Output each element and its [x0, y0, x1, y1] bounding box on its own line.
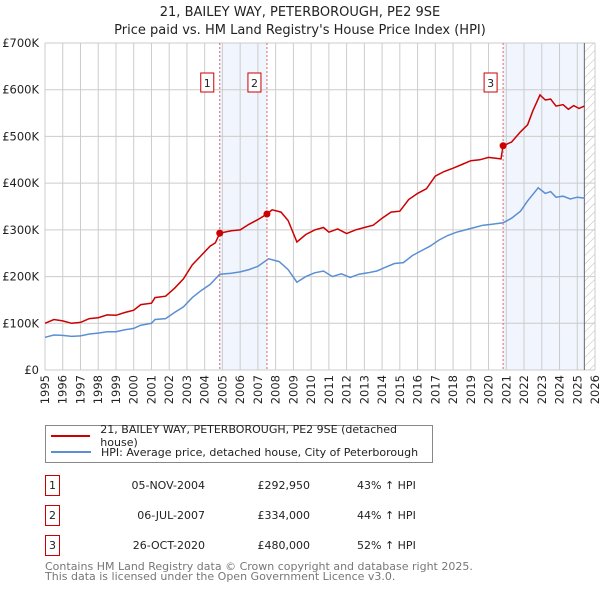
transaction-hpi: 43% ↑ HPI	[357, 479, 416, 492]
transaction-price: £480,000	[257, 539, 311, 552]
legend-item-hpi: HPI: Average price, detached house, City…	[46, 444, 418, 460]
x-tick-label: 2000	[127, 375, 141, 404]
x-tick-label: 2008	[269, 375, 283, 404]
x-tick-label: 2007	[251, 375, 265, 404]
transaction-row: 2 06-JUL-2007 £334,000 44% ↑ HPI	[45, 505, 445, 527]
x-tick-label: 1995	[38, 375, 52, 404]
transaction-marker: 1	[45, 475, 60, 496]
y-tick-label: £600K	[2, 83, 39, 97]
y-tick-label: £300K	[2, 223, 39, 237]
x-tick-label: 2021	[499, 375, 513, 404]
sale-label-box	[483, 72, 498, 93]
transaction-marker: 2	[45, 505, 60, 526]
y-tick-label: £100K	[2, 316, 39, 330]
transaction-hpi: 52% ↑ HPI	[357, 539, 416, 552]
x-tick-label: 2005	[215, 375, 229, 404]
transaction-date: 06-JUL-2007	[137, 509, 205, 522]
sale-point	[263, 210, 271, 218]
x-tick-label: 2020	[482, 375, 496, 404]
x-tick-label: 2006	[233, 375, 247, 404]
x-tick-label: 2022	[517, 375, 531, 404]
transaction-price: £334,000	[257, 509, 311, 522]
x-tick-label: 2003	[180, 375, 194, 404]
property-price-line	[44, 93, 585, 325]
transaction-row: 3 26-OCT-2020 £480,000 52% ↑ HPI	[45, 535, 445, 557]
x-tick-label: 2026	[588, 375, 600, 404]
footer-licence: This data is licensed under the Open Gov…	[45, 570, 396, 583]
x-tick-label: 2013	[357, 375, 371, 404]
x-tick-label: 2014	[375, 375, 389, 404]
legend-label-property: 21, BAILEY WAY, PETERBOROUGH, PE2 9SE (d…	[100, 423, 397, 449]
x-tick-label: 1999	[109, 375, 123, 404]
transaction-date: 05-NOV-2004	[131, 479, 205, 492]
legend: 21, BAILEY WAY, PETERBOROUGH, PE2 9SE (d…	[45, 423, 433, 463]
legend-swatch-red	[51, 435, 91, 437]
x-tick-label: 1997	[73, 375, 87, 404]
chart-subtitle: Price paid vs. HM Land Registry's House …	[114, 23, 486, 38]
transaction-price: £292,950	[257, 479, 311, 492]
x-tick-label: 2023	[535, 375, 549, 404]
chart-title: 21, BAILEY WAY, PETERBOROUGH, PE2 9SE	[159, 5, 441, 20]
legend-label-hpi: HPI: Average price, detached house, City…	[101, 445, 419, 459]
y-tick-label: £200K	[2, 270, 39, 284]
sale-label-box	[247, 72, 262, 93]
footer-copyright: Contains HM Land Registry data © Crown c…	[45, 560, 473, 573]
legend-swatch-blue	[51, 451, 91, 453]
x-tick-label: 2015	[393, 375, 407, 404]
transaction-marker: 3	[45, 535, 60, 556]
x-tick-label: 2017	[428, 375, 442, 404]
legend-item-property: 21, BAILEY WAY, PETERBOROUGH, PE2 9SE (d…	[46, 423, 432, 449]
y-tick-label: £400K	[2, 176, 39, 190]
y-tick-label: £0	[24, 363, 39, 377]
transaction-date: 26-OCT-2020	[132, 539, 205, 552]
x-tick-label: 2024	[553, 375, 567, 404]
sale-label-number: 1	[204, 77, 211, 90]
sale-period-shade	[503, 43, 585, 370]
x-tick-label: 1998	[91, 375, 105, 404]
x-tick-label: 2011	[322, 375, 336, 404]
x-tick-label: 2004	[198, 375, 212, 404]
sale-point	[216, 229, 224, 237]
x-tick-label: 2002	[162, 375, 176, 404]
x-tick-label: 1996	[56, 375, 70, 404]
future-hatch	[584, 43, 595, 370]
x-tick-label: 2018	[446, 375, 460, 404]
hpi-line	[44, 186, 585, 339]
transaction-hpi: 44% ↑ HPI	[357, 509, 416, 522]
sale-point	[499, 142, 507, 150]
y-tick-label: £700K	[2, 36, 39, 50]
sale-period-shade	[219, 43, 267, 370]
x-tick-label: 2012	[340, 375, 354, 404]
transaction-row: 1 05-NOV-2004 £292,950 43% ↑ HPI	[45, 475, 445, 497]
x-tick-label: 2016	[411, 375, 425, 404]
x-tick-label: 2001	[144, 375, 158, 404]
y-tick-label: £500K	[2, 129, 39, 143]
sale-label-number: 3	[487, 77, 494, 90]
x-tick-label: 2010	[304, 375, 318, 404]
sale-label-number: 2	[251, 77, 258, 90]
x-tick-label: 2025	[570, 375, 584, 404]
sale-label-box	[200, 72, 215, 93]
x-tick-label: 2019	[464, 375, 478, 404]
x-tick-label: 2009	[286, 375, 300, 404]
